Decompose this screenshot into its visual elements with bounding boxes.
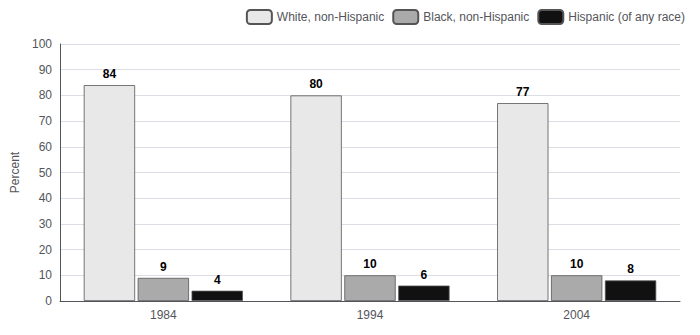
svg-text:50: 50	[39, 166, 53, 180]
svg-text:100: 100	[32, 37, 52, 51]
svg-text:10: 10	[570, 257, 584, 271]
svg-text:40: 40	[39, 191, 53, 205]
svg-text:4: 4	[214, 273, 221, 287]
svg-text:80: 80	[309, 77, 323, 91]
svg-text:10: 10	[363, 257, 377, 271]
svg-text:6: 6	[421, 268, 428, 282]
svg-text:77: 77	[516, 85, 530, 99]
svg-text:60: 60	[39, 140, 53, 154]
svg-text:8: 8	[627, 262, 634, 276]
svg-text:Black, non-Hispanic: Black, non-Hispanic	[423, 10, 529, 24]
svg-text:10: 10	[39, 268, 53, 282]
svg-text:9: 9	[160, 260, 167, 274]
svg-text:84: 84	[103, 67, 117, 81]
svg-text:90: 90	[39, 63, 53, 77]
svg-text:30: 30	[39, 217, 53, 231]
svg-text:1984: 1984	[150, 308, 177, 322]
svg-text:70: 70	[39, 114, 53, 128]
svg-text:80: 80	[39, 88, 53, 102]
svg-text:Hispanic (of any race): Hispanic (of any race)	[568, 10, 685, 24]
svg-text:20: 20	[39, 243, 53, 257]
svg-text:Percent: Percent	[8, 151, 22, 193]
svg-text:White, non-Hispanic: White, non-Hispanic	[277, 10, 384, 24]
svg-text:2004: 2004	[563, 308, 590, 322]
svg-text:1994: 1994	[357, 308, 384, 322]
svg-text:0: 0	[45, 294, 52, 308]
